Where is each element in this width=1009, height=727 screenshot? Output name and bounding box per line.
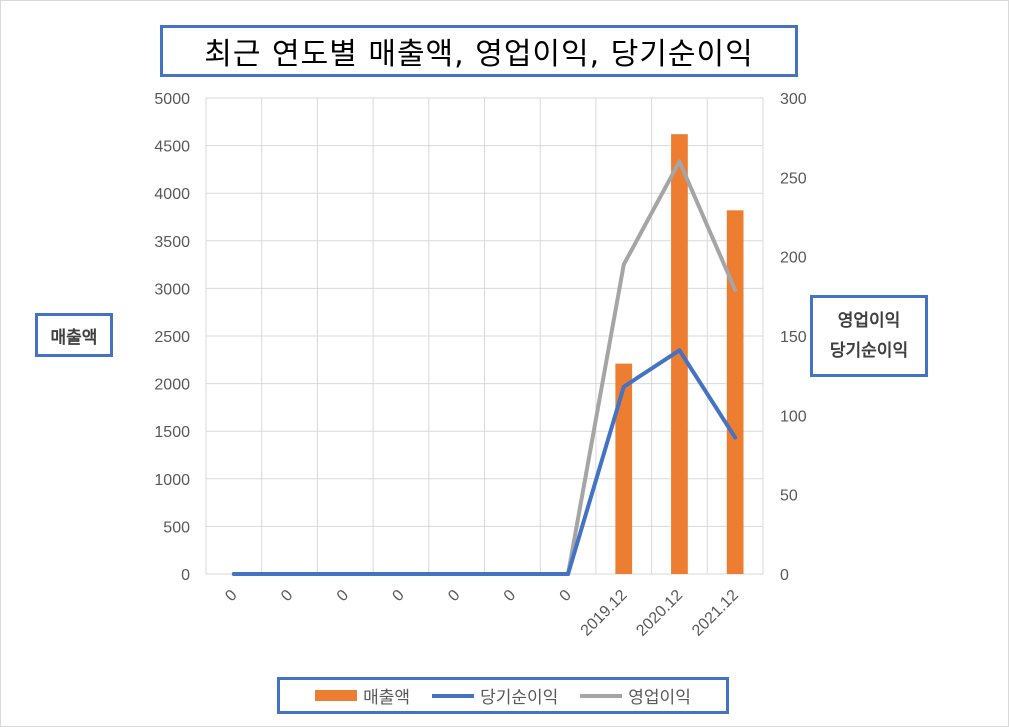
bar-layer (615, 134, 744, 574)
y-tick-right: 200 (780, 250, 807, 267)
legend-item-operating-income: 영업이익 (580, 683, 691, 708)
bar-revenue (671, 134, 688, 574)
chart-title: 최근 연도별 매출액, 영업이익, 당기순이익 (204, 37, 754, 72)
y-tick-left: 2000 (154, 377, 190, 394)
y-tick-left: 5000 (154, 91, 190, 108)
y-axis-left-label: 매출액 (50, 327, 98, 348)
y-tick-left: 3500 (154, 234, 190, 251)
x-tick-label: 2019.12 (578, 587, 631, 640)
y-tick-right: 100 (780, 408, 807, 425)
y-tick-left: 500 (163, 519, 190, 536)
grid-layer (205, 97, 764, 575)
y-axis-right-label-line-1: 영업이익 (837, 311, 901, 331)
y-tick-left: 2500 (154, 329, 190, 346)
x-tick-label: 0 (278, 587, 296, 605)
y-axis-left-label-box: 매출액 (35, 313, 113, 357)
legend-label-net-income: 당기순이익 (480, 688, 559, 708)
legend-item-net-income: 당기순이익 (432, 683, 558, 708)
y-tick-right: 50 (780, 488, 798, 505)
y-axis-right-label-line-2: 당기순이익 (829, 341, 909, 361)
y-tick-right: 300 (780, 91, 807, 108)
x-tick-label: 0 (334, 587, 352, 605)
y-tick-right: 250 (780, 170, 807, 187)
line-net-income (231, 348, 738, 576)
x-tick-label: 0 (445, 587, 463, 605)
tick-layer: 0500100015002000250030003500400045005000… (154, 91, 806, 640)
y-tick-right: 0 (780, 567, 789, 584)
y-tick-left: 3000 (154, 281, 190, 298)
y-tick-left: 0 (181, 567, 190, 584)
y-tick-left: 4500 (154, 139, 190, 156)
legend-label-revenue: 매출액 (363, 688, 411, 708)
legend-item-revenue: 매출액 (315, 683, 410, 708)
legend-swatch-revenue (315, 690, 358, 701)
legend-label-operating-income: 영업이익 (628, 688, 691, 708)
y-axis-right-label-box: 영업이익 당기순이익 (810, 295, 928, 377)
x-tick-label: 0 (557, 587, 575, 605)
y-tick-left: 1000 (154, 472, 190, 489)
x-tick-label: 2021.12 (689, 587, 742, 640)
y-tick-left: 1500 (154, 424, 190, 441)
chart-title-box: 최근 연도별 매출액, 영업이익, 당기순이익 (160, 25, 798, 77)
legend-swatch-net-income (432, 693, 475, 698)
legend-swatch-operating-income (580, 693, 623, 698)
x-tick-label: 0 (389, 587, 407, 605)
x-tick-label: 2020.12 (633, 587, 686, 640)
x-tick-label: 0 (501, 587, 519, 605)
y-tick-left: 4000 (154, 186, 190, 203)
y-tick-right: 150 (780, 329, 807, 346)
bar-revenue (615, 363, 633, 574)
line-layer (231, 159, 738, 576)
chart-legend: 매출액 당기순이익 영업이익 (277, 677, 729, 714)
bar-revenue (726, 210, 744, 574)
x-tick-label: 0 (222, 587, 240, 605)
